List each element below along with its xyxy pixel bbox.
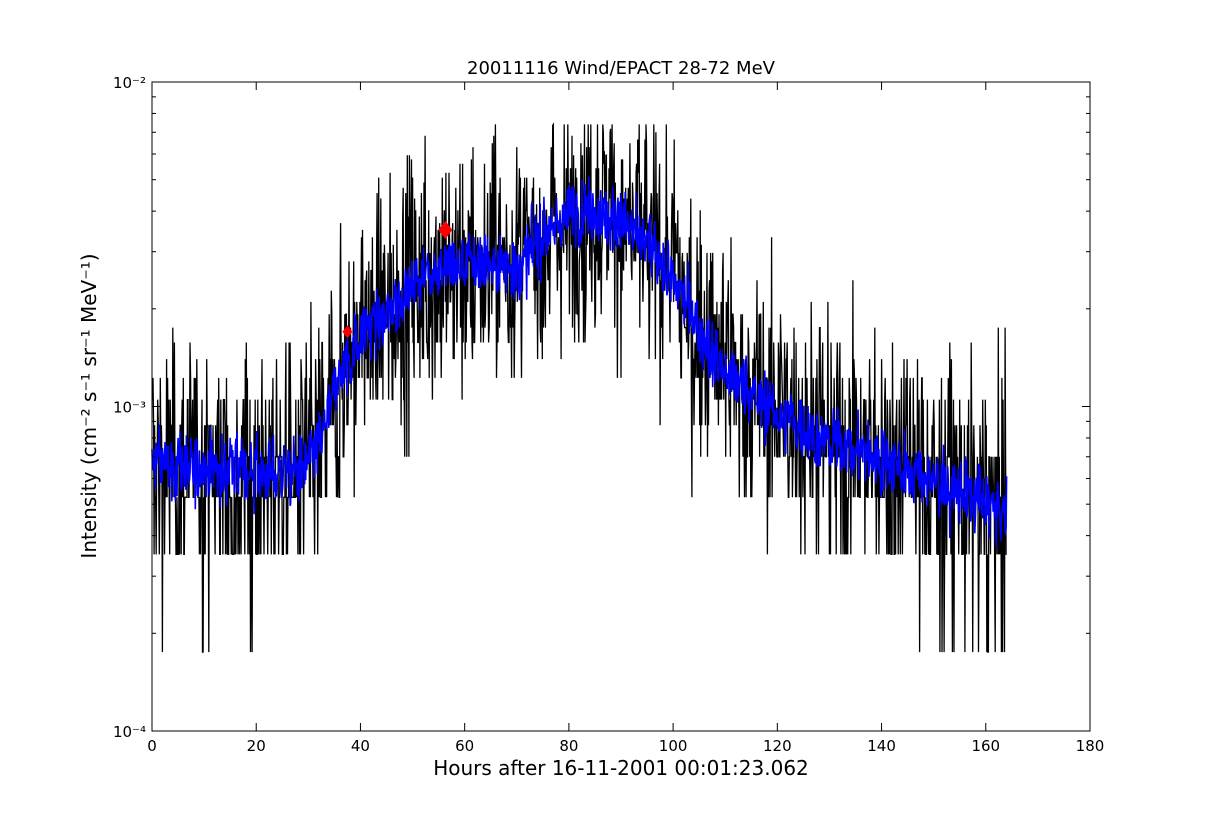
x-axis-label: Hours after 16-11-2001 00:01:23.062: [433, 756, 809, 780]
plot-area: [151, 122, 1008, 653]
y-tick-label: 10⁻³: [113, 399, 146, 417]
red-diamond-marker: [342, 325, 353, 339]
x-tick-label: 140: [867, 737, 896, 755]
x-tick-label: 80: [559, 737, 578, 755]
axis-ticks: 0 20 40 60 80 100 120 140 160 180 10⁻⁴ 10⁻³ 10⁻²: [113, 74, 1104, 755]
running-mean-line: [151, 176, 1008, 547]
x-tick-label: 60: [455, 737, 474, 755]
raw-intensity-line: [151, 122, 1007, 653]
x-tick-label: 180: [1076, 737, 1105, 755]
x-tick-label: 100: [659, 737, 688, 755]
x-tick-label: 20: [247, 737, 266, 755]
y-tick-label: 10⁻²: [113, 74, 146, 92]
y-axis-label: Intensity (cm⁻² s⁻¹ sr⁻¹ MeV⁻¹): [77, 253, 101, 558]
red-diamond-marker: [438, 220, 453, 240]
x-tick-label: 0: [147, 737, 157, 755]
x-tick-label: 40: [351, 737, 370, 755]
chart-title: 20011116 Wind/EPACT 28-72 MeV: [467, 58, 776, 79]
y-tick-label: 10⁻⁴: [113, 723, 146, 741]
x-tick-label: 160: [971, 737, 1000, 755]
x-tick-label: 120: [763, 737, 792, 755]
